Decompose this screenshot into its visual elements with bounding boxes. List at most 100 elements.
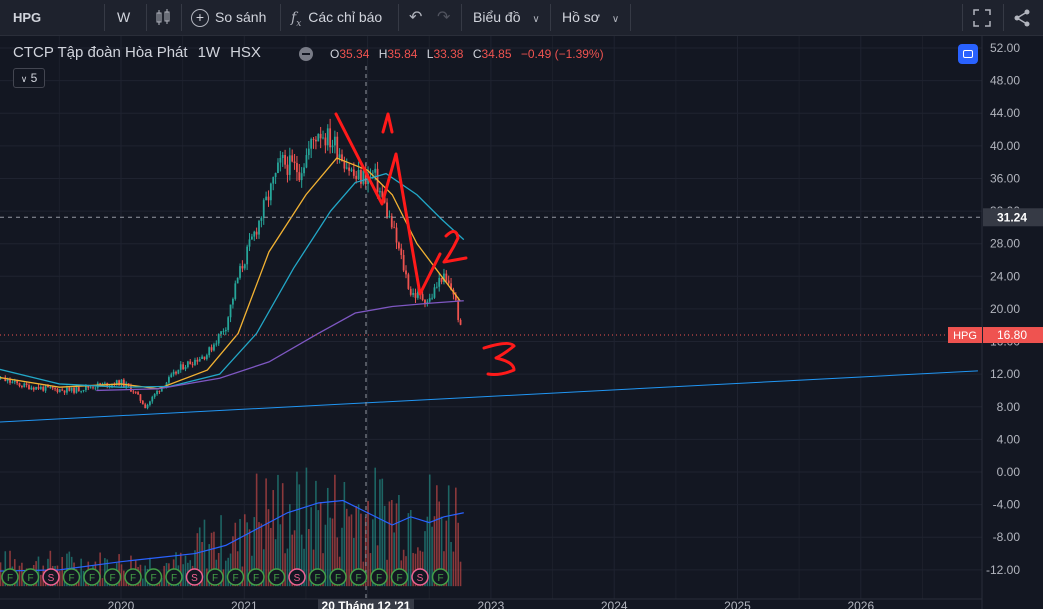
- volume-bar: [426, 516, 429, 587]
- ohlc-values: O35.34 H35.84 L33.38 C34.85 −0.49 (−1.39…: [330, 47, 610, 61]
- event-marker-label: F: [89, 573, 95, 584]
- candle-body: [310, 139, 313, 149]
- event-marker-label: F: [232, 573, 238, 584]
- candle-body: [407, 274, 410, 289]
- last-price-label: 16.80: [997, 328, 1027, 342]
- time-tick-label: 2025: [724, 599, 751, 609]
- candle-body: [217, 334, 220, 344]
- legend-interval: 1W: [197, 44, 221, 61]
- volume-bar: [59, 571, 61, 587]
- candle-body: [73, 387, 75, 393]
- candle-body: [184, 367, 187, 370]
- event-marker-label: F: [253, 573, 259, 584]
- company-name: CTCP Tập đoàn Hòa Phát: [13, 44, 188, 61]
- volume-bar: [438, 501, 441, 587]
- candle-body: [13, 380, 16, 382]
- candle-body: [447, 280, 450, 284]
- candle-body: [201, 356, 203, 359]
- volume-bar: [424, 531, 426, 587]
- volume-bar: [307, 529, 310, 587]
- close-value: 34.85: [481, 47, 512, 61]
- volume-bar: [286, 548, 289, 587]
- candle-body: [179, 364, 182, 370]
- candle-body: [75, 387, 78, 393]
- candle-body: [390, 216, 393, 228]
- event-marker-label: F: [171, 573, 177, 584]
- volume-bar: [40, 574, 42, 587]
- candle-body: [61, 389, 64, 391]
- symbol-search[interactable]: HPG: [13, 10, 42, 25]
- fullscreen-icon[interactable]: [973, 0, 991, 35]
- price-tick-label: 52.00: [990, 41, 1020, 55]
- candle-body: [229, 304, 232, 318]
- volume-bar: [443, 551, 445, 587]
- candle-body: [348, 167, 351, 171]
- candle-body: [203, 356, 206, 360]
- volume-bar: [182, 564, 184, 587]
- candle-body: [194, 359, 196, 365]
- volume-bar: [281, 483, 284, 587]
- volume-bar: [289, 504, 291, 587]
- price-axis: [982, 36, 1043, 609]
- event-marker-label: F: [355, 573, 361, 584]
- interval-button[interactable]: W: [117, 9, 131, 25]
- object-tree-icon[interactable]: [958, 44, 978, 64]
- profile-button[interactable]: Hồ sơ ∨: [562, 0, 619, 35]
- volume-bar: [428, 474, 431, 587]
- volume-bar: [274, 539, 277, 587]
- candle-body: [56, 388, 59, 392]
- volume-bar: [393, 532, 395, 587]
- chart-canvas[interactable]: 52.0048.0044.0040.0036.0032.0028.0024.00…: [0, 36, 1043, 609]
- candle-body: [274, 172, 277, 178]
- volume-bar: [364, 516, 367, 587]
- candle-body: [440, 277, 443, 282]
- volume-bar: [239, 518, 241, 587]
- volume-bar: [255, 473, 258, 587]
- toolbar-divider: [1003, 4, 1004, 31]
- candle-body: [122, 379, 125, 387]
- candle-body: [37, 386, 40, 389]
- candle-body: [317, 133, 320, 142]
- event-marker: [390, 568, 409, 586]
- volume-bar: [455, 487, 457, 587]
- candle-body: [303, 167, 305, 174]
- candle-body: [141, 400, 144, 405]
- candle-body: [360, 170, 362, 184]
- crosshair-price-tag: [983, 208, 1043, 227]
- share-icon[interactable]: [1013, 0, 1031, 35]
- volume-bar: [310, 507, 312, 587]
- candle-body: [115, 380, 118, 386]
- volume-bar: [184, 555, 187, 587]
- event-marker: [247, 568, 265, 586]
- volume-bar: [345, 508, 348, 587]
- chart-type-button[interactable]: Biểu đồ ∨: [473, 0, 540, 35]
- volume-bar: [348, 516, 350, 587]
- candle-body: [421, 294, 424, 300]
- event-marker-label: F: [68, 573, 74, 584]
- visibility-icon[interactable]: [299, 47, 313, 61]
- toolbar-divider: [461, 4, 462, 31]
- compare-button[interactable]: + So sánh: [191, 0, 266, 35]
- legend-collapse-button[interactable]: ∨ 5: [13, 68, 45, 88]
- event-marker: [329, 568, 347, 586]
- redo-icon[interactable]: ↷: [437, 9, 451, 26]
- volume-bar: [355, 505, 358, 587]
- candle-body: [409, 288, 412, 295]
- price-tick-label: 24.00: [990, 269, 1020, 283]
- volume-bar: [194, 550, 196, 587]
- indicators-button[interactable]: fx Các chỉ báo: [291, 0, 382, 35]
- volume-bar: [18, 565, 21, 587]
- candle-body: [210, 347, 213, 351]
- candle-body: [139, 394, 142, 401]
- volume-bar: [298, 484, 301, 587]
- trend-line: [0, 370, 978, 423]
- candle-body: [433, 287, 436, 298]
- candle-body: [4, 377, 7, 382]
- candle-body: [191, 364, 194, 366]
- candle-body: [374, 168, 377, 173]
- volume-bar: [402, 549, 405, 587]
- price-tick-label: 4.00: [997, 432, 1021, 446]
- undo-icon[interactable]: ↶: [409, 9, 423, 26]
- candles-icon[interactable]: [155, 0, 171, 35]
